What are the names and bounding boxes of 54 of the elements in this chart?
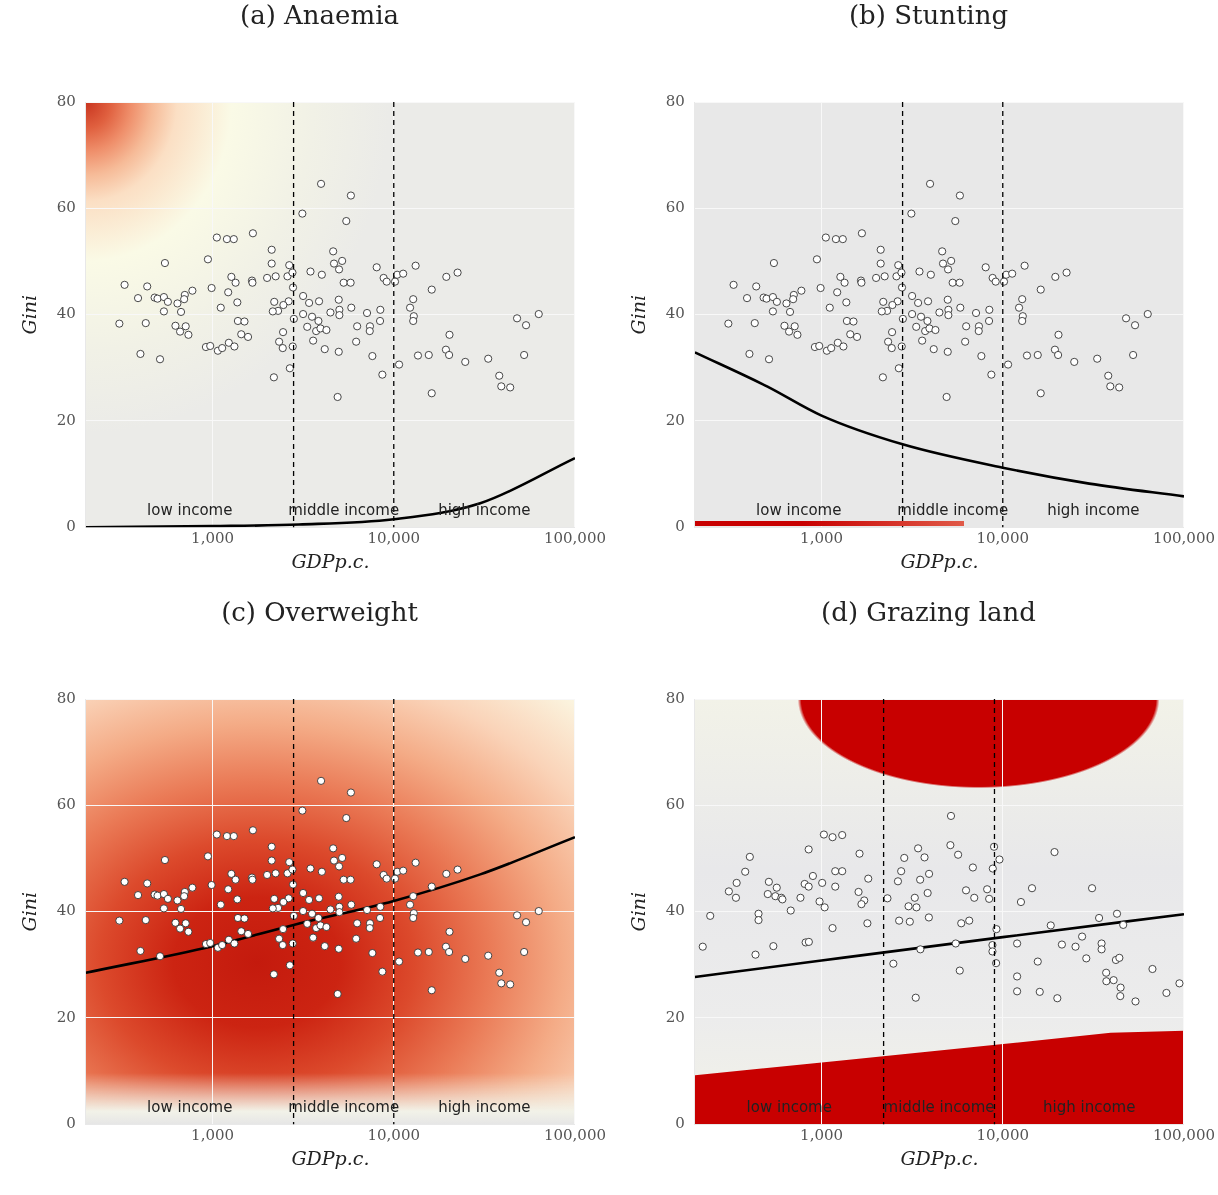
x-axis-title: GDPp.c. xyxy=(900,1146,979,1169)
y-axis-title: Gini xyxy=(18,294,41,335)
annotation: middle income xyxy=(288,1098,400,1117)
x-tick-label: 1,000 xyxy=(800,529,844,548)
annotation: low income xyxy=(147,1098,233,1117)
annotation: high income xyxy=(1047,501,1140,520)
y-tick-label: 80 xyxy=(56,688,76,707)
x-tick-label: 1,000 xyxy=(191,1126,235,1145)
annotation: middle income xyxy=(883,1098,995,1117)
y-axis-title: Gini xyxy=(627,294,650,335)
y-tick-label: 0 xyxy=(675,1114,685,1133)
y-tick-label: 80 xyxy=(665,91,685,110)
x-tick-label: 100,000 xyxy=(543,1126,606,1145)
y-tick-label: 20 xyxy=(665,410,685,429)
y-tick-label: 60 xyxy=(56,198,76,217)
x-tick-label: 100,000 xyxy=(1152,529,1215,548)
chart-title: (c) Overweight xyxy=(220,597,419,629)
y-axis-title: Gini xyxy=(627,891,650,932)
y-tick-label: 80 xyxy=(56,91,76,110)
chart-title: (d) Grazing land xyxy=(820,597,1037,629)
y-tick-label: 40 xyxy=(665,304,685,323)
x-tick-label: 10,000 xyxy=(367,1126,421,1145)
annotation: high income xyxy=(1043,1098,1136,1117)
annotation: middle income xyxy=(288,501,400,520)
x-axis-title: GDPp.c. xyxy=(900,549,979,572)
y-tick-label: 40 xyxy=(56,901,76,920)
y-tick-label: 0 xyxy=(66,1114,76,1133)
x-tick-label: 10,000 xyxy=(976,529,1030,548)
y-tick-label: 60 xyxy=(665,198,685,217)
y-tick-label: 60 xyxy=(56,795,76,814)
y-tick-label: 20 xyxy=(665,1007,685,1026)
y-tick-label: 0 xyxy=(66,517,76,536)
y-tick-label: 40 xyxy=(665,901,685,920)
annotation: low income xyxy=(147,501,233,520)
y-tick-label: 0 xyxy=(675,517,685,536)
y-axis-title: Gini xyxy=(18,891,41,932)
annotation: high income xyxy=(438,1098,531,1117)
y-tick-label: 20 xyxy=(56,410,76,429)
x-tick-label: 10,000 xyxy=(367,529,421,548)
annotation: low income xyxy=(756,501,842,520)
y-tick-label: 60 xyxy=(665,795,685,814)
x-tick-label: 1,000 xyxy=(191,529,235,548)
y-tick-label: 40 xyxy=(56,304,76,323)
x-axis-title: GDPp.c. xyxy=(291,549,370,572)
x-tick-label: 10,000 xyxy=(976,1126,1030,1145)
x-tick-label: 100,000 xyxy=(543,529,606,548)
chart-title: (a) Anaemia xyxy=(239,0,400,32)
annotation: middle income xyxy=(897,501,1009,520)
chart-title: (b) Stunting xyxy=(847,0,1010,32)
x-axis-title: GDPp.c. xyxy=(291,1146,370,1169)
y-tick-label: 80 xyxy=(665,688,685,707)
x-tick-label: 1,000 xyxy=(800,1126,844,1145)
x-tick-label: 100,000 xyxy=(1152,1126,1215,1145)
y-tick-label: 20 xyxy=(56,1007,76,1026)
